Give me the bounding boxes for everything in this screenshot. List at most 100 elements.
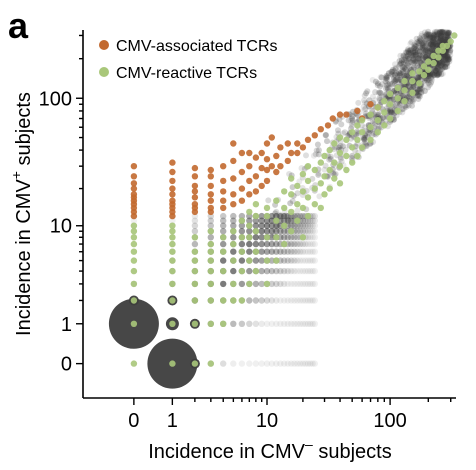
background-point bbox=[311, 240, 318, 248]
background-point bbox=[438, 32, 445, 39]
background-point bbox=[435, 71, 442, 78]
background-point bbox=[420, 57, 427, 64]
cmv-reactive-point bbox=[207, 360, 214, 367]
cmv-reactive-point bbox=[288, 228, 295, 235]
background-point bbox=[428, 46, 435, 53]
background-point bbox=[294, 240, 301, 248]
background-point bbox=[246, 267, 253, 275]
background-point bbox=[431, 39, 438, 46]
background-point bbox=[309, 222, 316, 229]
background-point bbox=[288, 222, 295, 229]
background-point bbox=[246, 248, 253, 255]
background-point bbox=[420, 41, 427, 48]
background-point bbox=[258, 297, 265, 304]
background-point bbox=[294, 297, 301, 304]
cmv-reactive-point bbox=[331, 175, 338, 182]
background-point bbox=[443, 34, 450, 41]
cmv-reactive-point bbox=[304, 163, 312, 170]
background-point bbox=[393, 76, 399, 83]
background-point bbox=[422, 43, 429, 50]
cmv-reactive-point bbox=[220, 297, 227, 304]
background-point bbox=[258, 240, 265, 248]
background-point bbox=[291, 320, 298, 327]
background-point bbox=[430, 39, 437, 45]
cmv-reactive-point bbox=[374, 129, 381, 136]
background-point bbox=[440, 58, 447, 65]
background-point bbox=[252, 297, 260, 304]
background-point bbox=[440, 34, 447, 41]
background-point bbox=[443, 37, 449, 44]
background-point bbox=[297, 267, 304, 275]
background-point bbox=[429, 42, 436, 49]
background-point bbox=[302, 222, 309, 229]
background-point bbox=[437, 33, 444, 39]
background-point bbox=[413, 51, 419, 58]
cmv-associated-point bbox=[268, 134, 275, 141]
background-point bbox=[322, 132, 329, 139]
background-point bbox=[443, 29, 450, 36]
background-point bbox=[294, 248, 301, 255]
background-point bbox=[405, 56, 412, 63]
background-point bbox=[412, 43, 419, 50]
cmv-associated-point bbox=[246, 149, 253, 157]
background-point bbox=[444, 63, 451, 70]
background-point bbox=[207, 217, 214, 224]
background-point bbox=[416, 51, 423, 58]
background-point bbox=[288, 320, 295, 327]
background-point bbox=[441, 34, 448, 41]
background-point bbox=[268, 320, 275, 327]
background-point bbox=[445, 53, 452, 60]
background-point bbox=[338, 121, 345, 128]
background-point bbox=[446, 58, 452, 65]
background-point bbox=[421, 43, 428, 50]
background-point bbox=[444, 55, 451, 62]
background-point bbox=[445, 30, 451, 37]
background-point bbox=[402, 49, 409, 56]
background-point bbox=[414, 74, 420, 81]
background-point bbox=[441, 63, 448, 70]
cmv-reactive-point bbox=[169, 320, 176, 327]
background-point bbox=[400, 67, 407, 74]
background-point bbox=[425, 84, 431, 91]
background-point bbox=[297, 297, 304, 304]
background-point bbox=[445, 56, 452, 63]
background-point bbox=[310, 152, 317, 159]
background-point bbox=[304, 240, 312, 248]
cmv-associated-point bbox=[130, 185, 138, 192]
cmv-associated-point bbox=[246, 191, 253, 198]
background-point bbox=[422, 32, 429, 39]
cmv-reactive-point bbox=[263, 204, 271, 212]
background-point bbox=[258, 248, 265, 255]
background-point bbox=[421, 29, 428, 36]
background-point bbox=[416, 44, 423, 51]
background-point bbox=[393, 65, 399, 72]
background-point bbox=[445, 31, 452, 38]
background-point bbox=[415, 56, 422, 63]
background-point bbox=[440, 29, 447, 36]
cmv-reactive-point bbox=[409, 89, 416, 97]
cmv-reactive-point bbox=[252, 248, 260, 255]
background-point bbox=[407, 50, 414, 57]
background-point bbox=[436, 38, 443, 45]
background-point bbox=[407, 84, 414, 90]
background-point bbox=[281, 234, 288, 241]
background-point bbox=[238, 320, 246, 327]
background-point bbox=[297, 212, 304, 220]
background-point bbox=[335, 127, 341, 134]
background-point bbox=[439, 63, 446, 70]
background-point bbox=[410, 57, 417, 64]
background-point bbox=[416, 38, 423, 45]
background-point bbox=[281, 228, 288, 235]
background-point bbox=[397, 72, 404, 79]
background-point bbox=[426, 42, 433, 49]
background-point bbox=[258, 360, 265, 367]
background-point bbox=[436, 29, 443, 36]
background-point bbox=[402, 104, 409, 111]
cmv-associated-series bbox=[130, 101, 381, 220]
background-point bbox=[392, 64, 399, 71]
background-point bbox=[304, 222, 312, 229]
background-point bbox=[263, 267, 271, 275]
background-point bbox=[281, 360, 288, 367]
background-point bbox=[423, 34, 430, 41]
background-point bbox=[364, 88, 371, 95]
